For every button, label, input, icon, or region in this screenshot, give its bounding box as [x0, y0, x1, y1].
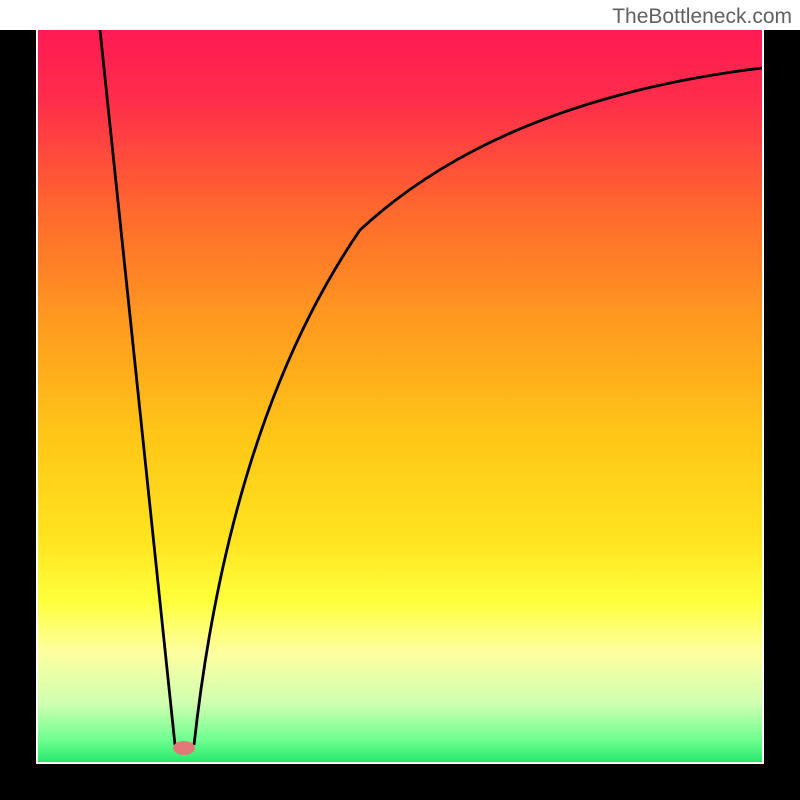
gradient-plot-area	[38, 30, 762, 762]
watermark-text: TheBottleneck.com	[612, 5, 792, 29]
minimum-marker	[173, 741, 195, 755]
chart-svg	[0, 0, 800, 800]
